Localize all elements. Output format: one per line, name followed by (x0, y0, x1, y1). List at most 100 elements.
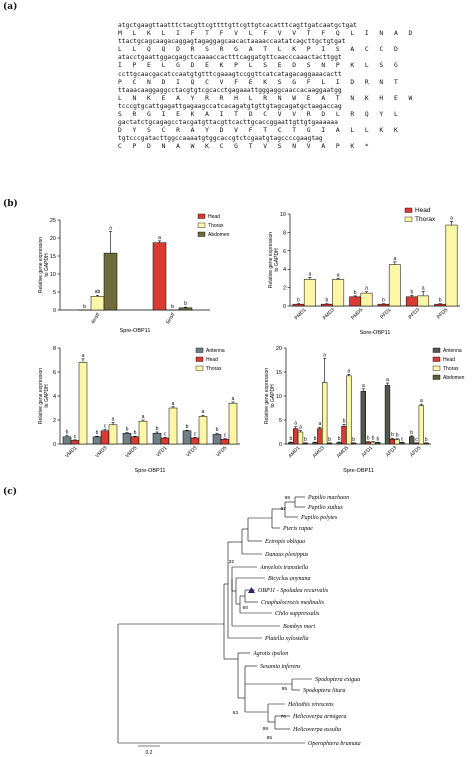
y-tick-label: 5 (53, 290, 56, 296)
sequence-aminoacid-row: L N K E A Y R R H L R N W E A T N K H E … (118, 94, 414, 102)
legend-swatch (432, 356, 441, 362)
significance-letter: b (156, 426, 159, 432)
sequence-aminoacid-row: L L Q Q D R S R G A T L K P I S A C C D (118, 46, 399, 54)
significance-letter: a (450, 215, 453, 221)
bar (288, 442, 294, 445)
bar (293, 428, 299, 445)
bar (418, 405, 425, 445)
significance-letter: a (337, 272, 340, 278)
legend-swatch (197, 222, 206, 228)
y-axis-label: Relative gene expression (268, 232, 274, 288)
chart-adult-expression: 0 5 10 15 20 Relative gene expression to GAPDH… (264, 346, 465, 474)
tree-taxon-label: Papilio machaon (307, 495, 349, 501)
sequence-aminoacid-row: I P E L G D E K P L S E D S N P K L S G (118, 62, 399, 70)
bar (377, 303, 390, 307)
category-label: 4instl (90, 312, 101, 325)
y-tick-label: 10 (50, 272, 56, 278)
bar (405, 296, 418, 307)
bar (108, 424, 118, 445)
category-label: VFD5 (215, 445, 228, 458)
bar (122, 432, 132, 445)
bar (365, 441, 371, 445)
sequence-aminoacid-row: P C N D I Q C V F E K S G F L I D R N T (118, 78, 399, 86)
category-label: AMD5 (336, 445, 350, 459)
tree-taxon-label: Helicoverpa assulta (292, 727, 341, 733)
tree-taxon-label: Ectropis obliqua (264, 539, 305, 545)
y-axis-label: Relative gene expression (38, 237, 44, 293)
significance-letter: a (347, 368, 350, 374)
significance-letter: a (323, 353, 326, 359)
x-axis-label: Spre-OBP11 (120, 328, 151, 334)
bar (322, 382, 328, 445)
significance-letter: a (420, 398, 423, 404)
significance-letter: b (376, 436, 379, 442)
bootstrap-value: 85 (267, 735, 273, 741)
bar (168, 407, 178, 445)
y-tick-label: 20 (276, 346, 282, 352)
significance-letter: a (82, 353, 85, 359)
category-label: PMD1 (294, 307, 308, 321)
sequence-nucleotide-row: tgtcccgatacttggccaaaatgtggcaccgtctcgaatg… (118, 135, 323, 143)
significance-letter: b (354, 290, 357, 296)
bar (92, 436, 102, 445)
category-label: VFD3 (185, 445, 198, 458)
y-tick-label: 5 (279, 418, 282, 424)
category-label: VMD1 (64, 445, 78, 459)
significance-letter: b (410, 430, 413, 436)
bar (399, 442, 405, 445)
bar (349, 296, 362, 307)
bar (178, 307, 193, 311)
y-tick-label: 4 (283, 267, 286, 273)
chart-instar-expression: 0 5 10 15 20 25 Relative gene expression to GAP… (38, 213, 230, 334)
significance-letter: b (289, 436, 292, 442)
category-label: PFD1 (379, 307, 392, 320)
significance-letter: b (83, 304, 86, 310)
x-axis-label: Spre-OBP11 (360, 330, 391, 334)
legend-label: Head (208, 214, 220, 220)
y-axis-label: to GAPDH (44, 384, 50, 408)
legend-label: Antenna (443, 348, 462, 354)
bar (182, 430, 192, 445)
bar (445, 224, 458, 307)
triangle-marker-icon (248, 587, 255, 593)
legend-label: Abdomen (443, 375, 465, 381)
bar (303, 279, 316, 307)
bar (317, 428, 323, 445)
y-tick-label: 10 (280, 212, 286, 218)
tree-taxon-label: Plutella xylostella (264, 636, 309, 642)
y-tick-label: 0 (53, 308, 56, 314)
significance-letter: c (415, 437, 418, 443)
significance-letter: c (74, 434, 77, 440)
sequence-nucleotide-row: ttaaacaaggaggcctacgtgtcgcacctgagaaattggg… (118, 86, 342, 94)
bar (62, 436, 72, 445)
significance-letter: b (171, 304, 174, 310)
sequence-nucleotide-row: atgctgaagttaatttctacgttcgttttgttcgttgtca… (118, 22, 357, 29)
significance-letter: b (391, 432, 394, 438)
bar (130, 436, 140, 445)
legend-swatch (404, 207, 413, 213)
bar (434, 303, 447, 307)
category-label: AFD3 (385, 445, 398, 458)
sequence-aminoacid-row: M L K L I F T F V L F V V T F Q L I N A … (118, 30, 414, 38)
significance-letter: c (224, 433, 227, 439)
legend-label: Thorax (415, 216, 436, 223)
significance-letter: a (308, 271, 311, 277)
significance-letter: a (158, 235, 161, 241)
y-tick-label: 2 (283, 286, 286, 292)
x-axis-label: Spre-OBP11 (135, 468, 166, 474)
y-axis-label: Relative gene expression (38, 368, 44, 424)
phylogenetic-tree: Papilio machaon Papilio xuthus Papilio pol… (117, 495, 361, 756)
bar (90, 296, 105, 311)
category-label: 5instl (165, 312, 176, 325)
significance-letter: b (325, 298, 328, 304)
category-label: VMD5 (124, 445, 138, 459)
bar (320, 303, 333, 307)
significance-letter: c (194, 431, 197, 437)
legend-label: Thorax (206, 366, 222, 372)
significance-letter: b (304, 437, 307, 443)
category-label: VFD1 (155, 445, 168, 458)
panel-label-b: (b) (3, 199, 18, 209)
bootstrap-value: 67 (281, 506, 287, 512)
bar (388, 264, 401, 307)
bar (220, 438, 230, 445)
